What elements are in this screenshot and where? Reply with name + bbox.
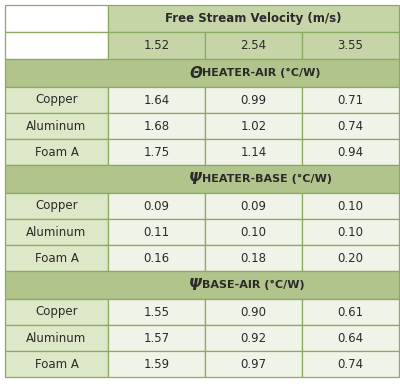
Bar <box>205 193 302 219</box>
Bar <box>5 351 108 377</box>
Text: Free Stream Velocity (m/s): Free Stream Velocity (m/s) <box>165 12 342 25</box>
Text: Θ: Θ <box>189 66 202 81</box>
Text: 0.09: 0.09 <box>240 199 266 212</box>
Text: 0.09: 0.09 <box>144 199 170 212</box>
Bar <box>108 5 399 32</box>
Text: Foam A: Foam A <box>34 357 78 371</box>
Bar <box>5 113 108 139</box>
Text: 0.18: 0.18 <box>240 251 266 264</box>
Bar <box>205 113 302 139</box>
Text: Aluminum: Aluminum <box>26 226 87 239</box>
Bar <box>302 32 399 59</box>
Bar <box>205 87 302 113</box>
Text: Foam A: Foam A <box>34 145 78 158</box>
Text: 1.02: 1.02 <box>240 120 266 133</box>
Bar <box>5 59 399 87</box>
Bar <box>302 299 399 325</box>
Bar <box>302 219 399 245</box>
Bar <box>205 351 302 377</box>
Bar <box>108 325 205 351</box>
Text: 1.14: 1.14 <box>240 145 267 158</box>
Bar <box>108 87 205 113</box>
Bar <box>108 219 205 245</box>
Text: 0.64: 0.64 <box>338 332 364 344</box>
Text: 1.64: 1.64 <box>143 93 170 106</box>
Bar <box>5 245 108 271</box>
Text: Aluminum: Aluminum <box>26 332 87 344</box>
Text: HEATER-AIR (°C/W): HEATER-AIR (°C/W) <box>202 68 320 78</box>
Text: 0.20: 0.20 <box>338 251 364 264</box>
Text: 0.16: 0.16 <box>144 251 170 264</box>
Bar <box>302 193 399 219</box>
Bar <box>5 139 108 165</box>
Bar <box>108 139 205 165</box>
Text: 0.10: 0.10 <box>338 226 364 239</box>
Bar <box>205 325 302 351</box>
Text: Copper: Copper <box>35 93 78 106</box>
Text: 1.68: 1.68 <box>144 120 170 133</box>
Bar <box>5 219 108 245</box>
Bar <box>205 139 302 165</box>
Bar <box>5 299 108 325</box>
Bar <box>205 32 302 59</box>
Bar <box>108 351 205 377</box>
Text: 0.97: 0.97 <box>240 357 266 371</box>
Bar <box>205 245 302 271</box>
Text: 0.61: 0.61 <box>338 305 364 319</box>
Bar <box>108 32 205 59</box>
Text: HEATER-BASE (°C/W): HEATER-BASE (°C/W) <box>202 174 332 184</box>
Text: BASE-AIR (°C/W): BASE-AIR (°C/W) <box>202 280 305 290</box>
Bar <box>205 219 302 245</box>
Text: 1.57: 1.57 <box>144 332 170 344</box>
Text: 0.10: 0.10 <box>338 199 364 212</box>
Bar <box>108 299 205 325</box>
Text: 1.55: 1.55 <box>144 305 170 319</box>
Bar <box>5 5 108 32</box>
Bar <box>108 113 205 139</box>
Text: 1.52: 1.52 <box>144 39 170 52</box>
Text: 0.10: 0.10 <box>240 226 266 239</box>
Text: 0.90: 0.90 <box>240 305 266 319</box>
Text: Ψ: Ψ <box>189 172 202 187</box>
Text: Aluminum: Aluminum <box>26 120 87 133</box>
Text: 1.59: 1.59 <box>144 357 170 371</box>
Text: 0.74: 0.74 <box>338 357 364 371</box>
Bar <box>108 193 205 219</box>
Bar <box>302 245 399 271</box>
Bar <box>5 271 399 299</box>
Text: Ψ: Ψ <box>189 278 202 292</box>
Bar <box>5 32 108 59</box>
Bar <box>302 325 399 351</box>
Text: 1.75: 1.75 <box>144 145 170 158</box>
Bar <box>302 113 399 139</box>
Bar <box>302 139 399 165</box>
Text: 0.94: 0.94 <box>338 145 364 158</box>
Text: 0.71: 0.71 <box>338 93 364 106</box>
Text: Foam A: Foam A <box>34 251 78 264</box>
Text: 2.54: 2.54 <box>240 39 266 52</box>
Text: Copper: Copper <box>35 199 78 212</box>
Text: 0.99: 0.99 <box>240 93 266 106</box>
Bar <box>5 165 399 193</box>
Text: 0.11: 0.11 <box>144 226 170 239</box>
Bar <box>302 351 399 377</box>
Bar <box>5 193 108 219</box>
Bar <box>108 245 205 271</box>
Text: 0.74: 0.74 <box>338 120 364 133</box>
Bar <box>5 87 108 113</box>
Bar <box>302 87 399 113</box>
Text: 3.55: 3.55 <box>338 39 364 52</box>
Text: 0.92: 0.92 <box>240 332 266 344</box>
Bar <box>205 299 302 325</box>
Bar <box>5 325 108 351</box>
Text: Copper: Copper <box>35 305 78 319</box>
